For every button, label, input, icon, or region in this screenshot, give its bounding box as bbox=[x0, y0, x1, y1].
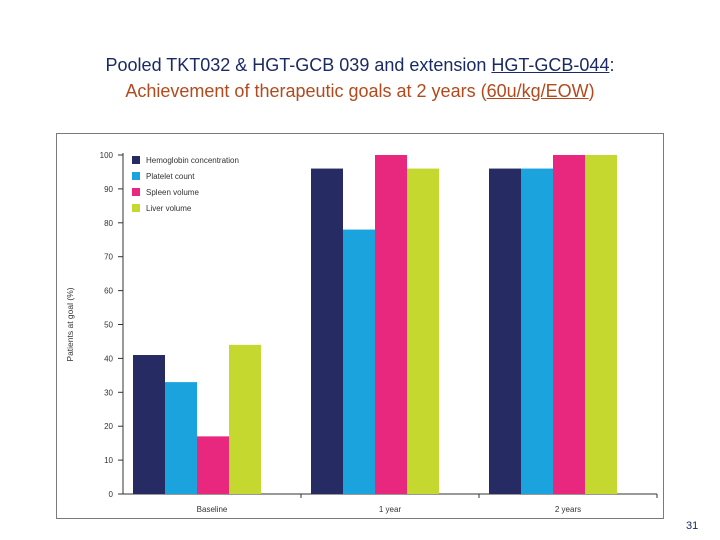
bar bbox=[311, 168, 343, 494]
title-colon: : bbox=[609, 55, 615, 75]
slide-title: Pooled TKT032 & HGT-GCB 039 and extensio… bbox=[0, 52, 720, 104]
title-line-2-text: Achievement of therapeutic goals at 2 ye… bbox=[125, 81, 487, 101]
bar bbox=[553, 155, 585, 494]
chart-frame: 0 10 20 30 40 50 60 70 80 90 100 Patients at goal (… bbox=[56, 133, 664, 519]
title-line-1-text: Pooled TKT032 & HGT-GCB 039 and extensio… bbox=[105, 55, 492, 75]
title-close-paren: ) bbox=[588, 81, 595, 101]
bar bbox=[407, 168, 439, 494]
y-tick-label: 80 bbox=[104, 219, 113, 228]
title-line-1: Pooled TKT032 & HGT-GCB 039 and extensio… bbox=[0, 52, 720, 78]
bar bbox=[585, 155, 617, 494]
y-axis-label: Patients at goal (%) bbox=[65, 287, 75, 361]
legend-swatch bbox=[132, 156, 140, 164]
page-number: 31 bbox=[686, 520, 699, 532]
legend-swatch bbox=[132, 188, 140, 196]
y-tick-label: 0 bbox=[109, 490, 114, 499]
title-dose: 60u/kg/EOW bbox=[486, 81, 589, 101]
y-tick-label: 10 bbox=[104, 456, 113, 465]
y-tick-label: 100 bbox=[100, 151, 114, 160]
bar bbox=[165, 382, 197, 494]
x-tick-label: 1 year bbox=[379, 505, 402, 514]
legend-label: Hemoglobin concentration bbox=[146, 156, 239, 165]
bar bbox=[489, 168, 521, 494]
bar bbox=[133, 355, 165, 494]
bar bbox=[343, 229, 375, 494]
y-tick-label: 20 bbox=[104, 422, 113, 431]
y-tick-label: 90 bbox=[104, 185, 113, 194]
x-tick-label: 2 years bbox=[555, 505, 581, 514]
bar bbox=[521, 168, 553, 494]
y-tick-label: 60 bbox=[104, 287, 113, 296]
y-tick-label: 30 bbox=[104, 388, 113, 397]
bar bbox=[229, 344, 261, 494]
y-tick-label: 40 bbox=[104, 354, 113, 363]
title-line-2: Achievement of therapeutic goals at 2 ye… bbox=[0, 78, 720, 104]
title-study-name: HGT-GCB-044 bbox=[491, 55, 610, 75]
legend-swatch bbox=[132, 172, 140, 180]
legend-label: Platelet count bbox=[146, 172, 195, 181]
y-tick-label: 50 bbox=[104, 321, 113, 330]
bar bbox=[375, 155, 407, 494]
legend-label: Liver volume bbox=[146, 204, 192, 213]
legend-swatch bbox=[132, 204, 140, 212]
y-tick-label: 70 bbox=[104, 253, 113, 262]
bar-chart: 0 10 20 30 40 50 60 70 80 90 100 Patients at goal (… bbox=[65, 151, 658, 514]
x-tick-label: Baseline bbox=[197, 505, 228, 514]
bar bbox=[197, 436, 229, 494]
legend-label: Spleen volume bbox=[146, 188, 199, 197]
